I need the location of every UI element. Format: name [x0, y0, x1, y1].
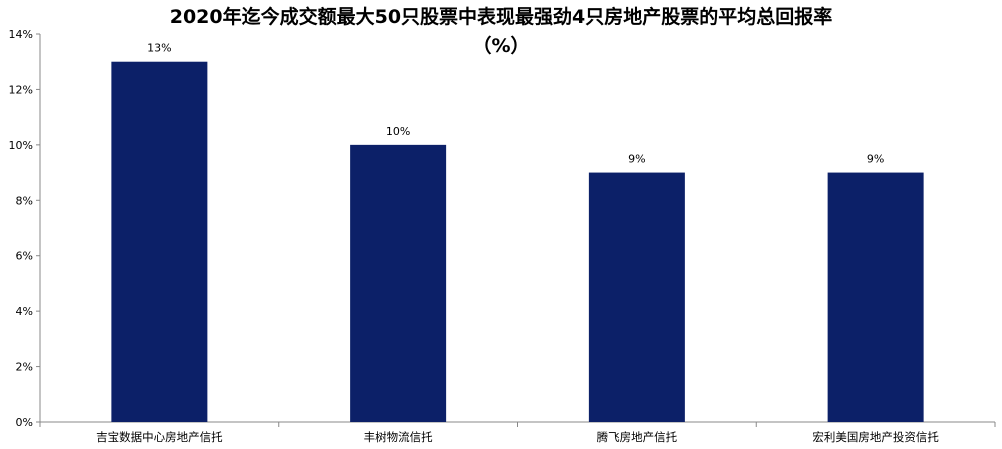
- bar: [350, 144, 447, 422]
- x-category-label: 吉宝数据中心房地产信托: [96, 430, 223, 444]
- chart-title: 2020年迄今成交额最大50只股票中表现最强劲4只房地产股票的平均总回报率: [169, 6, 833, 28]
- y-tick-label: 14%: [9, 28, 33, 41]
- bar: [111, 61, 208, 422]
- y-tick-label: 10%: [9, 139, 33, 152]
- data-label: 9%: [628, 153, 645, 166]
- data-label: 13%: [147, 42, 171, 55]
- y-tick-label: 6%: [16, 250, 33, 263]
- y-tick-label: 0%: [16, 416, 33, 429]
- chart-subtitle: （%）: [472, 35, 530, 57]
- x-category-label: 腾飞房地产信托: [597, 430, 678, 444]
- x-category-label: 丰树物流信托: [364, 430, 433, 444]
- bar: [588, 172, 685, 422]
- y-tick-label: 2%: [16, 361, 33, 374]
- x-category-label: 宏利美国房地产投资信托: [812, 430, 939, 444]
- y-tick-label: 8%: [16, 194, 33, 207]
- data-label: 10%: [386, 125, 410, 138]
- data-label: 9%: [867, 153, 884, 166]
- bar: [827, 172, 924, 422]
- y-tick-label: 12%: [9, 83, 33, 96]
- y-tick-label: 4%: [16, 305, 33, 318]
